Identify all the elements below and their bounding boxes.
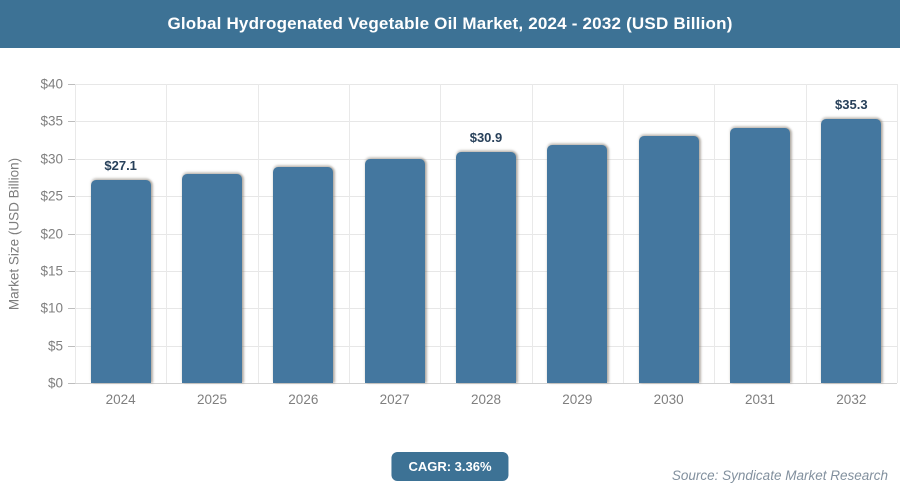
x-tick-label: 2027	[379, 392, 410, 407]
plot-area: $0 $5 $10 $15 $20 $25 $30 $35 $40 2024 $27.1 2025 20…	[40, 77, 898, 407]
y-tick-mark	[68, 84, 75, 85]
y-tick-mark	[68, 196, 75, 198]
chart-card: Global Hydrogenated Vegetable Oil Market…	[0, 0, 900, 483]
y-tick-label: $20	[40, 226, 63, 241]
source-credit: Source: Syndicate Market Research	[671, 468, 888, 483]
bar-2030	[638, 136, 699, 383]
x-tick-label: 2028	[470, 392, 502, 407]
x-gridline	[440, 84, 442, 383]
bar-2026	[273, 166, 334, 383]
y-gridline	[75, 383, 897, 384]
y-tick-label: $10	[40, 300, 63, 316]
x-tick-label: 2031	[744, 392, 776, 407]
bar-2032	[821, 119, 882, 383]
x-tick-label: 2024	[105, 392, 136, 407]
y-tick-label: $35	[40, 113, 63, 129]
y-tick-label: $30	[40, 151, 63, 167]
x-gridline	[714, 84, 716, 383]
chart-title-bar: Global Hydrogenated Vegetable Oil Market…	[0, 0, 900, 48]
bar-2027	[364, 159, 425, 383]
x-gridline	[257, 84, 259, 383]
x-gridline	[531, 84, 533, 383]
bar-2029	[547, 144, 608, 383]
x-gridline	[75, 84, 76, 383]
x-tick-label: 2029	[562, 392, 593, 407]
bar-2025	[182, 173, 242, 383]
x-gridline	[349, 84, 350, 383]
x-tick-label: 2025	[196, 392, 228, 407]
y-tick-mark	[68, 345, 75, 347]
bar-2024	[90, 180, 151, 383]
cagr-badge: CAGR: 3.36%	[391, 452, 509, 481]
y-tick-mark	[68, 233, 75, 235]
bar-value-label: $35.3	[835, 97, 868, 113]
y-tick-label: $0	[47, 375, 63, 391]
x-gridline	[805, 84, 807, 383]
bar-2031	[730, 128, 790, 383]
x-tick-label: 2032	[836, 392, 867, 407]
chart-footer: CAGR: 3.36% Source: Syndicate Market Res…	[0, 430, 900, 500]
x-gridline	[166, 84, 168, 383]
y-tick-mark	[68, 308, 75, 310]
x-tick-label: 2030	[653, 392, 684, 407]
x-gridline	[897, 84, 898, 383]
bar-2028	[456, 152, 516, 383]
bar-value-label: $30.9	[469, 130, 503, 146]
bar-value-label: $27.1	[104, 158, 137, 174]
x-gridline	[623, 84, 624, 383]
y-tick-mark	[68, 121, 75, 123]
y-tick-label: $5	[47, 338, 63, 354]
y-tick-mark	[68, 158, 75, 160]
chart-title: Global Hydrogenated Vegetable Oil Market…	[167, 14, 733, 33]
y-tick-label: $40	[40, 76, 63, 92]
y-tick-label: $15	[40, 263, 63, 279]
y-gridline	[75, 121, 897, 123]
x-tick-label: 2026	[288, 392, 319, 407]
chart-region: Market Size (USD Billion) $0 $5 $10 $15 $20 $…	[0, 48, 900, 430]
y-tick-label: $25	[40, 188, 63, 204]
y-gridline	[75, 84, 897, 85]
y-tick-mark	[68, 383, 75, 384]
y-tick-mark	[68, 270, 75, 272]
